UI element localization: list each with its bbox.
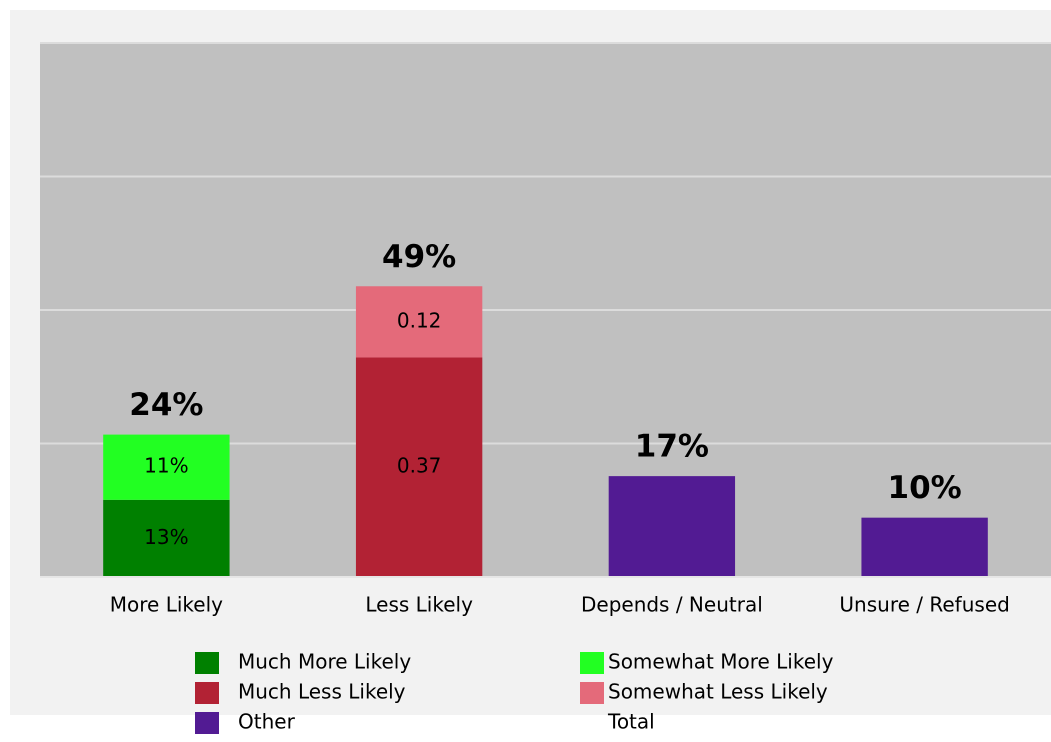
legend-label: Somewhat More Likely — [608, 650, 834, 674]
bar-label: 0.37 — [397, 454, 442, 478]
legend-label: Other — [238, 710, 296, 734]
legend-swatch — [580, 682, 604, 704]
bar-segment — [103, 434, 230, 500]
bar-segment — [608, 476, 736, 577]
x-tick-label: Less Likely — [365, 593, 473, 617]
total-label: 49% — [382, 239, 456, 275]
x-tick-label: Unsure / Refused — [839, 593, 1009, 617]
legend-swatch — [195, 712, 219, 734]
legend-swatch — [195, 652, 219, 674]
bar-segment — [355, 286, 483, 358]
x-tick-label: More Likely — [110, 593, 223, 617]
legend-label: Total — [607, 710, 655, 734]
total-label: 24% — [129, 387, 203, 423]
legend-label: Much Less Likely — [238, 680, 406, 704]
bar-label: 13% — [144, 525, 188, 549]
bar-segment — [103, 499, 230, 577]
total-label: 17% — [635, 429, 709, 465]
bar-segment — [355, 357, 483, 577]
legend-swatch — [580, 652, 604, 674]
bar-label: 0.12 — [397, 308, 442, 332]
bar-segment — [861, 517, 988, 577]
bar-label: 11% — [144, 454, 188, 478]
legend-label: Somewhat Less Likely — [608, 680, 828, 704]
total-label: 10% — [888, 470, 962, 506]
x-tick-label: Depends / Neutral — [581, 593, 763, 617]
legend-swatch — [195, 682, 219, 704]
legend-label: Much More Likely — [238, 650, 411, 674]
